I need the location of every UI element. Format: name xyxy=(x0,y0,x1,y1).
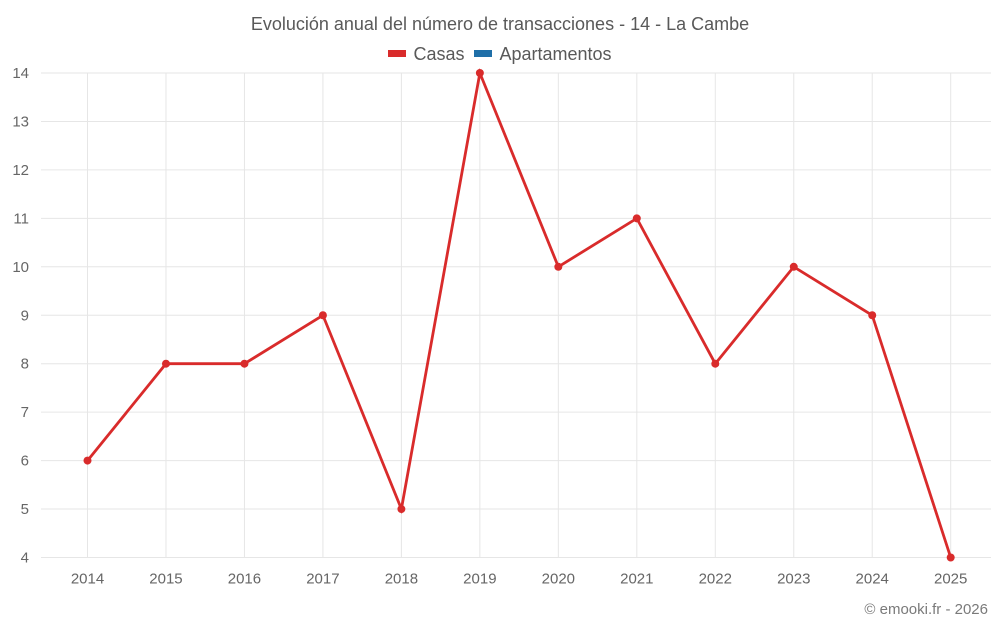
svg-text:10: 10 xyxy=(12,259,29,276)
svg-text:13: 13 xyxy=(12,113,29,130)
svg-text:12: 12 xyxy=(12,162,29,179)
svg-text:2014: 2014 xyxy=(71,571,104,588)
svg-text:9: 9 xyxy=(21,307,29,324)
svg-text:4: 4 xyxy=(21,550,29,567)
svg-text:2019: 2019 xyxy=(463,571,496,588)
svg-text:11: 11 xyxy=(13,210,29,227)
svg-text:2017: 2017 xyxy=(306,571,339,588)
svg-text:2022: 2022 xyxy=(699,571,732,588)
svg-text:14: 14 xyxy=(12,65,29,82)
svg-text:2021: 2021 xyxy=(620,571,653,588)
svg-text:5: 5 xyxy=(21,501,29,518)
svg-text:6: 6 xyxy=(21,453,29,470)
svg-text:2023: 2023 xyxy=(777,571,810,588)
svg-text:8: 8 xyxy=(21,356,29,373)
svg-text:2018: 2018 xyxy=(385,571,418,588)
svg-text:2015: 2015 xyxy=(149,571,182,588)
svg-text:2025: 2025 xyxy=(934,571,967,588)
svg-text:2016: 2016 xyxy=(228,571,261,588)
svg-text:2024: 2024 xyxy=(856,571,889,588)
svg-text:2020: 2020 xyxy=(542,571,575,588)
svg-text:7: 7 xyxy=(21,404,29,421)
